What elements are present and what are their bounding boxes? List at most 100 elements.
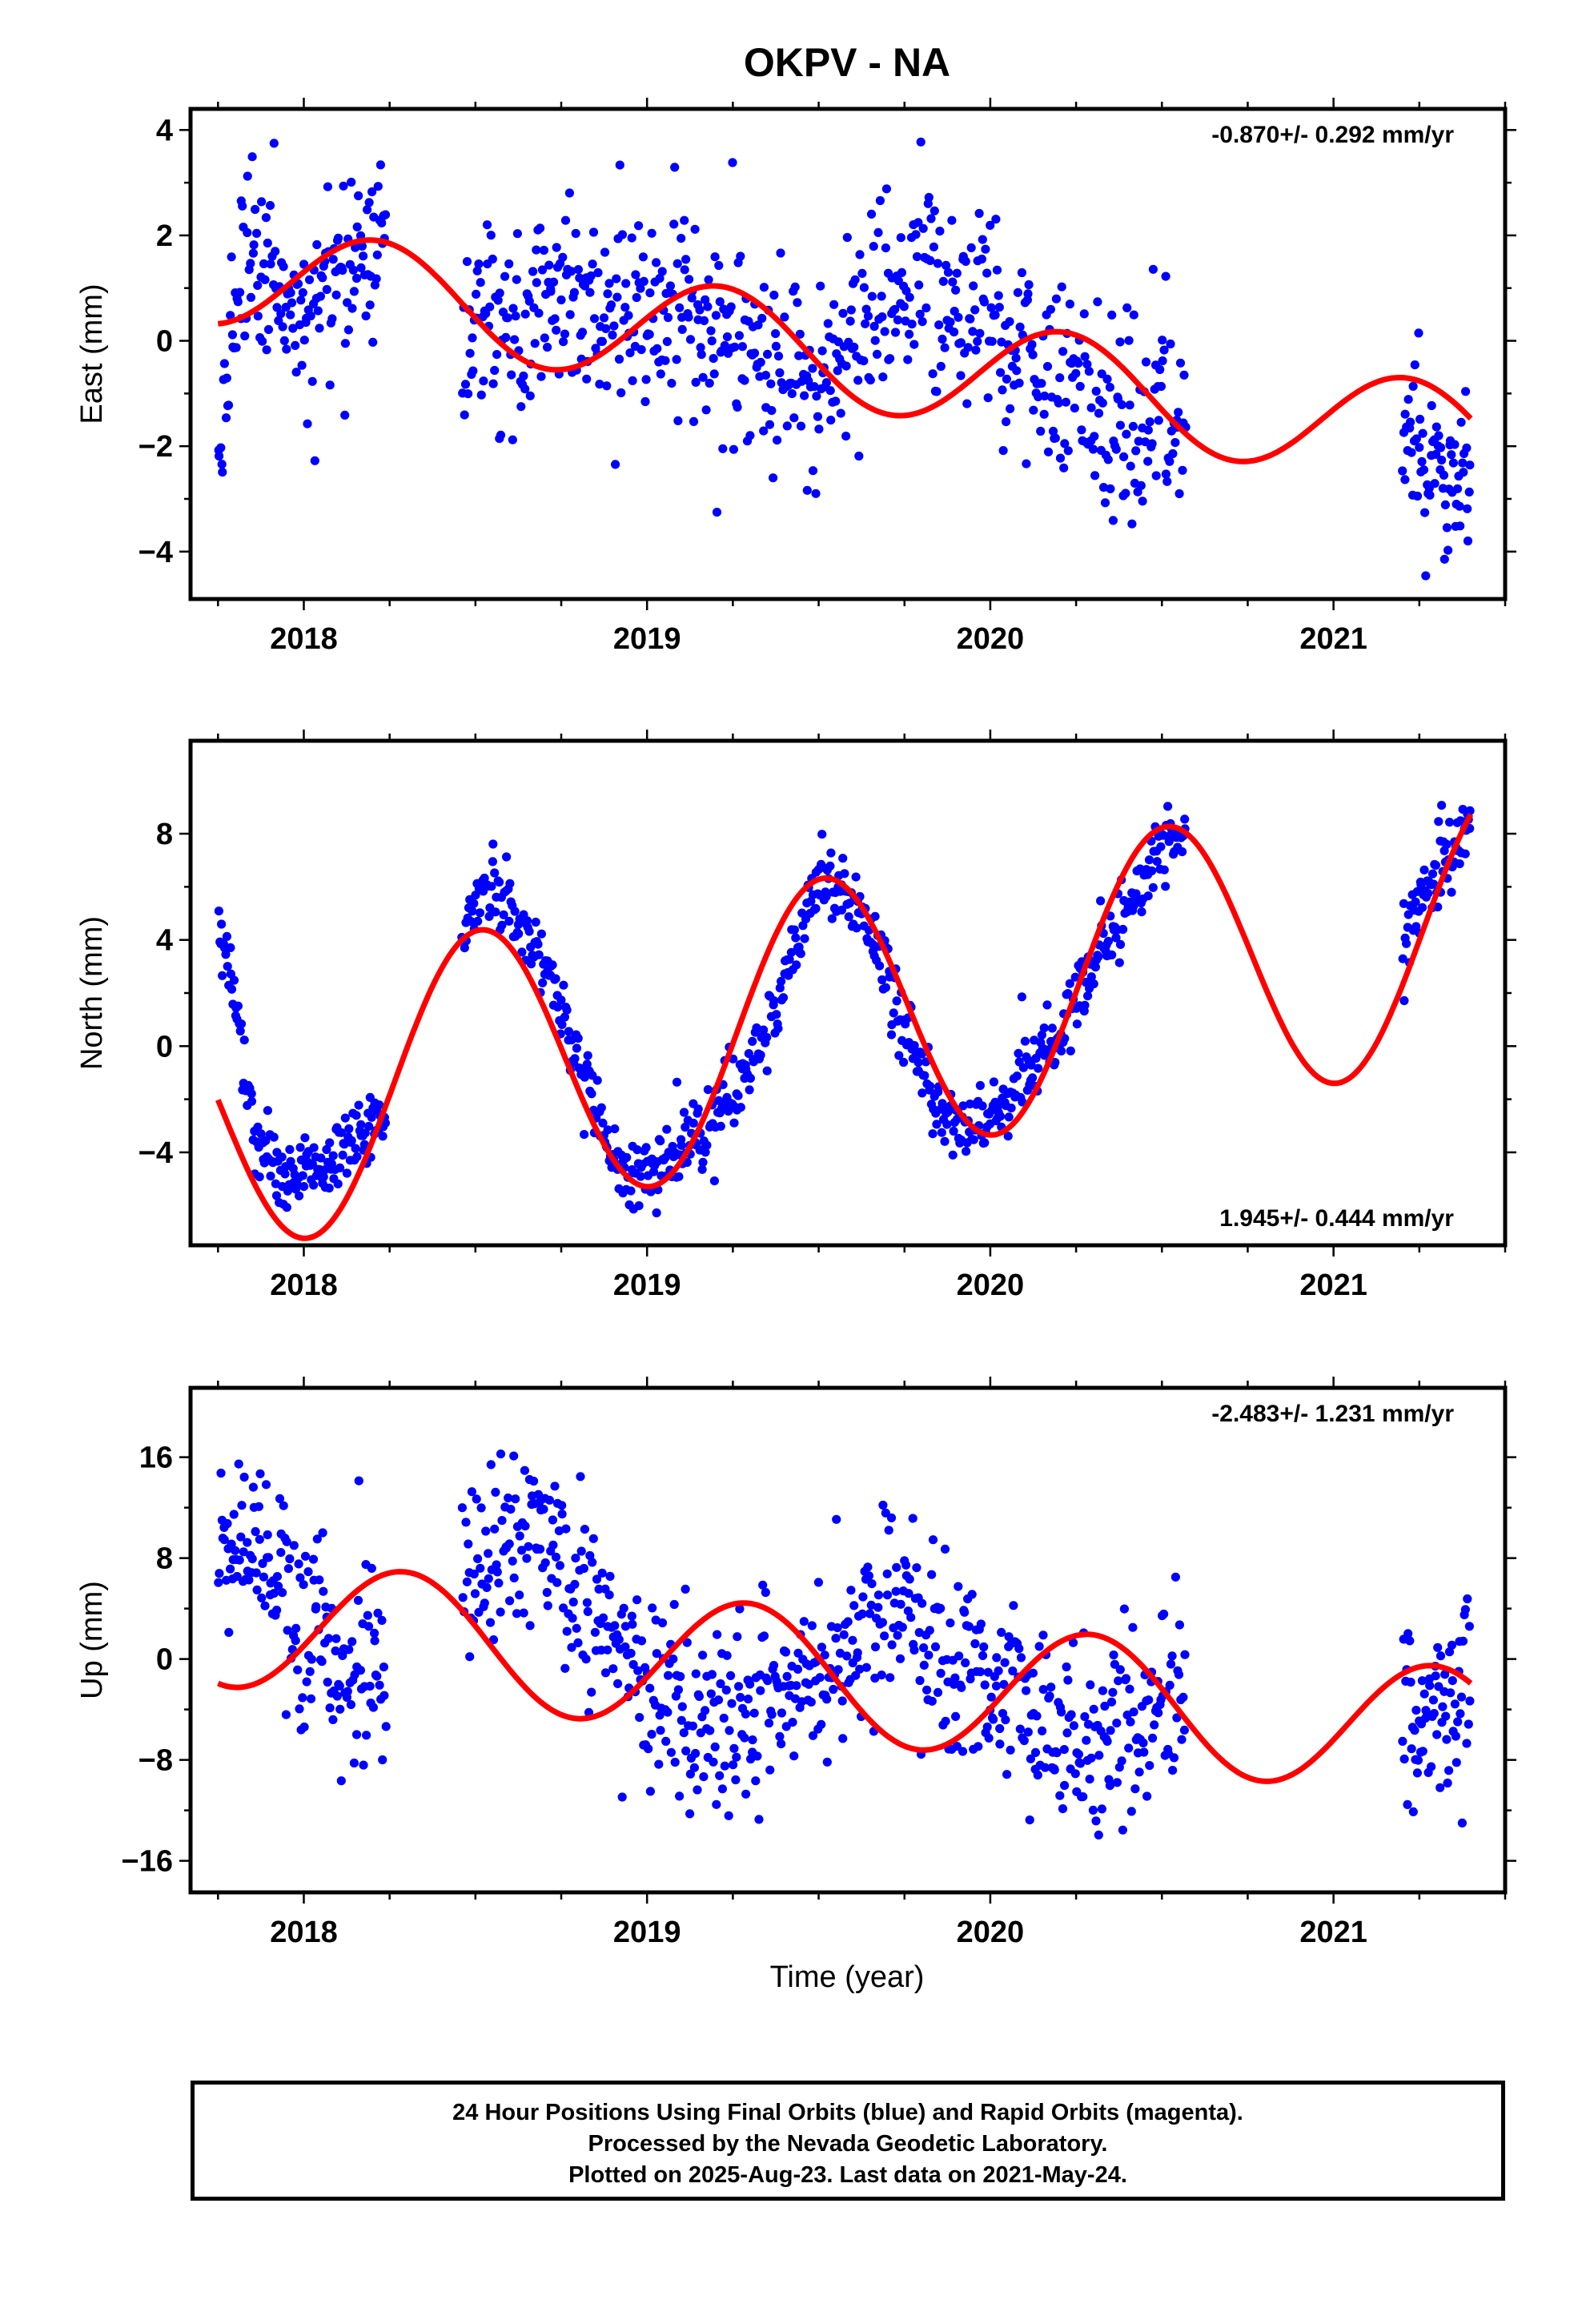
- data-point: [1050, 1058, 1060, 1068]
- data-point: [893, 315, 902, 325]
- data-point: [1464, 487, 1474, 497]
- data-point: [556, 995, 566, 1005]
- data-point: [670, 1757, 680, 1767]
- data-point: [1458, 458, 1468, 468]
- data-point: [475, 908, 485, 918]
- data-point: [508, 435, 517, 444]
- data-point: [1423, 889, 1433, 899]
- data-point: [504, 1539, 514, 1549]
- data-point: [588, 227, 599, 237]
- data-point: [908, 1514, 917, 1523]
- data-point: [688, 1721, 698, 1731]
- data-point: [1145, 417, 1154, 427]
- data-point: [841, 432, 851, 441]
- data-point: [1465, 806, 1475, 816]
- data-point: [627, 1611, 636, 1621]
- data-point: [231, 1546, 240, 1555]
- data-point: [877, 312, 887, 322]
- data-point: [1011, 353, 1021, 363]
- data-point: [838, 854, 848, 863]
- data-point: [283, 1626, 292, 1635]
- data-point: [1100, 1701, 1110, 1711]
- data-point: [1019, 1735, 1029, 1746]
- data-point: [222, 373, 231, 383]
- data-point: [276, 1548, 286, 1558]
- data-point: [603, 289, 612, 299]
- data-point: [272, 1606, 282, 1615]
- data-point: [857, 1609, 867, 1618]
- data-point: [1438, 1702, 1447, 1711]
- data-point: [696, 343, 705, 352]
- data-point: [1425, 1681, 1435, 1691]
- data-point: [525, 391, 535, 400]
- data-point: [1427, 1762, 1436, 1771]
- data-point: [1012, 1072, 1022, 1081]
- data-point: [938, 276, 948, 286]
- data-point: [751, 1776, 761, 1786]
- data-point: [1419, 1689, 1429, 1699]
- data-point: [911, 230, 921, 239]
- data-point: [1415, 443, 1424, 452]
- data-point: [1091, 386, 1101, 396]
- data-point: [995, 1739, 1005, 1749]
- data-point: [826, 416, 836, 425]
- data-point: [536, 372, 546, 381]
- data-point: [340, 1113, 350, 1123]
- data-point: [1420, 508, 1430, 517]
- data-point: [1150, 1720, 1159, 1730]
- y-tick-label: −2: [139, 430, 173, 464]
- data-point: [869, 321, 879, 332]
- data-point: [372, 250, 382, 259]
- data-point: [736, 1103, 745, 1112]
- data-point: [460, 943, 469, 953]
- data-point: [827, 914, 837, 923]
- data-point: [486, 231, 496, 240]
- data-point: [655, 1711, 665, 1720]
- data-point: [694, 1691, 705, 1701]
- data-point: [265, 201, 275, 211]
- data-point: [851, 872, 861, 882]
- data-point: [1431, 422, 1441, 432]
- data-point: [490, 868, 500, 878]
- data-point: [1065, 979, 1074, 988]
- data-point: [1433, 1642, 1443, 1652]
- data-point: [1036, 426, 1046, 436]
- data-point: [548, 1515, 558, 1525]
- data-point: [636, 1636, 647, 1646]
- data-point: [1403, 1629, 1413, 1638]
- data-point: [543, 343, 552, 352]
- data-point: [251, 204, 260, 215]
- data-point: [904, 1589, 913, 1598]
- data-point: [1147, 866, 1157, 876]
- data-point: [1159, 1609, 1169, 1619]
- data-point: [890, 328, 901, 337]
- data-point: [279, 262, 288, 271]
- data-point: [1443, 1778, 1452, 1788]
- data-point: [1430, 479, 1439, 489]
- data-point: [325, 1703, 335, 1713]
- data-point: [1111, 444, 1121, 454]
- data-point: [917, 1598, 927, 1608]
- data-point: [870, 1673, 880, 1683]
- data-point: [497, 1516, 507, 1526]
- data-point: [1456, 417, 1466, 427]
- data-point: [725, 1726, 734, 1735]
- data-point: [769, 996, 779, 1006]
- data-point: [585, 1550, 595, 1561]
- data-point: [1086, 1680, 1095, 1690]
- data-point: [1074, 1750, 1083, 1759]
- data-point: [227, 984, 237, 994]
- data-point: [937, 1128, 946, 1137]
- data-point: [917, 317, 927, 327]
- data-point: [462, 257, 472, 267]
- data-point: [1106, 484, 1115, 494]
- data-point: [983, 393, 993, 403]
- data-point: [1098, 1686, 1107, 1695]
- data-point: [1439, 470, 1449, 480]
- data-point: [971, 345, 981, 355]
- data-point: [777, 1708, 787, 1718]
- data-point: [1403, 395, 1413, 404]
- x-tick-label: 2019: [613, 1916, 681, 1949]
- data-point: [1142, 1791, 1152, 1801]
- data-point: [691, 377, 701, 387]
